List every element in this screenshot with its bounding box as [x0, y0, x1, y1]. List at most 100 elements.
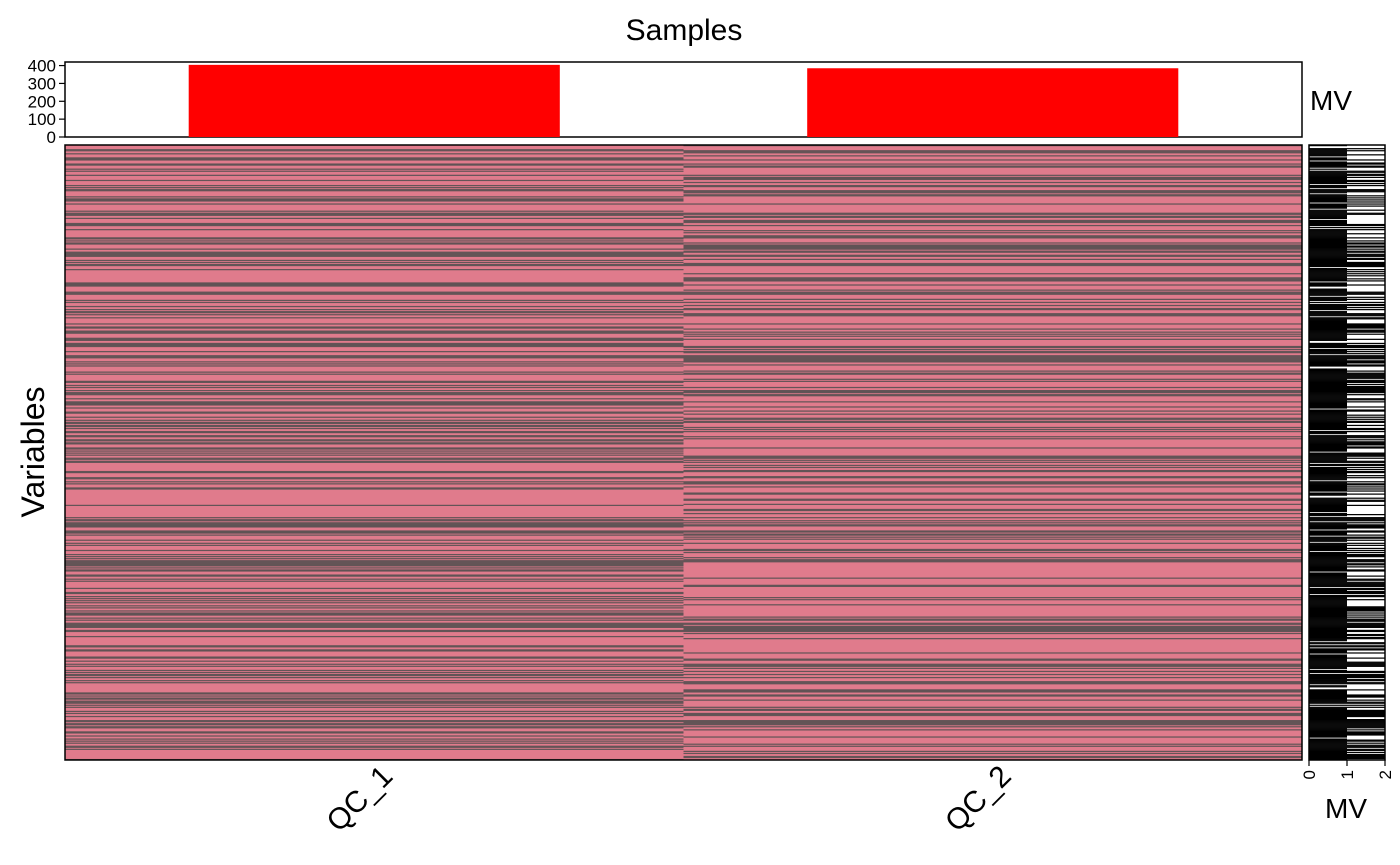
heatmap-cell-missing	[65, 596, 684, 598]
right-bar	[1309, 708, 1347, 710]
heatmap-cell-missing	[65, 578, 684, 580]
heatmap-cell-missing	[65, 386, 684, 389]
heatmap-cell-missing	[683, 723, 1302, 725]
right-bar	[1309, 182, 1385, 185]
heatmap-cell-missing	[683, 522, 1302, 524]
right-bar	[1309, 393, 1347, 395]
heatmap-cell-missing	[683, 245, 1302, 247]
heatmap-cell-missing	[65, 692, 684, 694]
right-bar	[1309, 488, 1385, 490]
heatmap-cell-missing	[65, 614, 684, 616]
right-bar	[1309, 596, 1385, 598]
heatmap-cell-missing	[683, 255, 1302, 257]
heatmap-cell-missing	[683, 652, 1302, 654]
heatmap-cell-missing	[683, 524, 1302, 526]
heatmap-cell-missing	[683, 331, 1302, 333]
heatmap-cell-missing	[683, 681, 1302, 683]
heatmap-cell-missing	[65, 693, 684, 695]
right-bar	[1309, 406, 1385, 408]
right-bar	[1309, 447, 1385, 449]
heatmap-cell-missing	[65, 332, 684, 334]
heatmap-cell-missing	[683, 683, 1302, 685]
right-bar	[1309, 469, 1347, 472]
right-bar	[1309, 154, 1385, 156]
right-bar	[1309, 435, 1385, 437]
right-bar	[1309, 666, 1347, 668]
right-bar	[1309, 227, 1385, 229]
heatmap-cell-missing	[683, 561, 1302, 563]
heatmap-cell-missing	[65, 443, 684, 445]
heatmap-cell-missing	[65, 424, 684, 427]
right-bar	[1309, 249, 1347, 251]
right-bar	[1309, 374, 1385, 376]
heatmap-cell-missing	[683, 663, 1302, 665]
right-bar-panel: 0 1 2 MV	[1300, 144, 1395, 824]
right-bar	[1309, 365, 1385, 367]
right-bar	[1309, 215, 1347, 217]
right-bar	[1309, 732, 1385, 734]
heatmap-cell-missing	[683, 355, 1302, 357]
right-bar	[1309, 309, 1385, 311]
right-bar	[1309, 402, 1347, 404]
heatmap-cell-missing	[683, 273, 1302, 275]
heatmap-cell-missing	[683, 301, 1302, 304]
right-bar	[1309, 542, 1385, 544]
right-bar	[1309, 686, 1347, 688]
right-bar	[1309, 458, 1347, 460]
right-bar	[1309, 388, 1385, 391]
heatmap-cell-missing	[65, 471, 684, 474]
heatmap-cell-missing	[683, 520, 1302, 522]
right-bar	[1309, 272, 1347, 274]
right-bar	[1309, 678, 1347, 680]
right-bar	[1309, 716, 1347, 719]
right-bar	[1309, 710, 1385, 713]
heatmap-cell-missing	[683, 459, 1302, 461]
heatmap-cell-missing	[65, 721, 684, 723]
right-bar	[1309, 657, 1385, 659]
heatmap-cell-missing	[65, 252, 684, 254]
right-bar	[1309, 592, 1385, 595]
heatmap-cell-missing	[683, 277, 1302, 279]
right-bar	[1309, 198, 1347, 200]
heatmap-cell-missing	[65, 184, 684, 187]
heatmap-cell-missing	[65, 344, 684, 347]
right-bar	[1309, 482, 1347, 484]
right-bar	[1309, 547, 1385, 550]
right-bar	[1309, 707, 1347, 709]
heatmap-cell-missing	[683, 352, 1302, 354]
right-bar	[1309, 746, 1385, 748]
right-bar	[1309, 606, 1385, 608]
heatmap-cell-missing	[65, 293, 684, 295]
right-bar	[1309, 584, 1385, 586]
right-bar	[1309, 508, 1347, 511]
right-bar	[1309, 339, 1347, 341]
right-bar	[1309, 274, 1347, 276]
column-label-QC_2: QC_2	[939, 760, 1018, 839]
heatmap-cell-missing	[65, 669, 684, 672]
heatmap-cell-missing	[65, 680, 684, 682]
right-bar	[1309, 671, 1385, 674]
heatmap-cell-missing	[683, 682, 1302, 684]
right-bar	[1309, 400, 1347, 402]
right-bar	[1309, 413, 1347, 415]
right-bar	[1309, 242, 1385, 244]
heatmap-cell-missing	[65, 720, 684, 722]
right-bar	[1309, 398, 1385, 400]
right-bar	[1309, 570, 1385, 572]
right-bar	[1309, 260, 1347, 263]
right-bar	[1309, 391, 1385, 393]
heatmap-cell-missing	[65, 726, 684, 728]
right-bar	[1309, 180, 1385, 183]
heatmap-cell-missing	[65, 458, 684, 460]
right-bar	[1309, 715, 1385, 718]
heatmap-cell-missing	[65, 504, 684, 506]
heatmap-cell-missing	[65, 242, 684, 244]
heatmap-cell-missing	[65, 189, 684, 191]
heatmap-cell-missing	[65, 416, 684, 418]
top-y-tick-label: 300	[28, 74, 56, 93]
heatmap-cell-missing	[65, 339, 684, 341]
heatmap-cell-missing	[683, 755, 1302, 758]
right-bar	[1309, 525, 1385, 527]
right-bar	[1309, 515, 1347, 517]
heatmap-cell-missing	[683, 508, 1302, 511]
